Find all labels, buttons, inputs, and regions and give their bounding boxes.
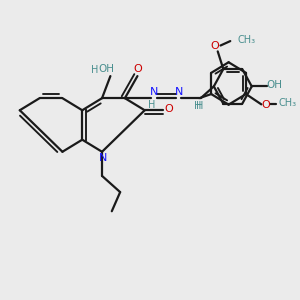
Text: N: N [175,87,183,97]
Text: H: H [196,100,203,110]
Text: CH₃: CH₃ [279,98,297,108]
Text: O: O [211,40,219,50]
Text: N: N [150,87,158,97]
Text: O: O [134,64,142,74]
Text: CH₃: CH₃ [238,35,256,45]
Text: O: O [165,104,173,114]
Text: H: H [92,64,99,75]
Text: H: H [194,101,202,111]
Text: OH: OH [266,80,282,90]
Text: H: H [148,100,156,110]
Text: N: N [99,153,108,163]
Text: OH: OH [98,64,114,74]
Text: O: O [261,100,270,110]
